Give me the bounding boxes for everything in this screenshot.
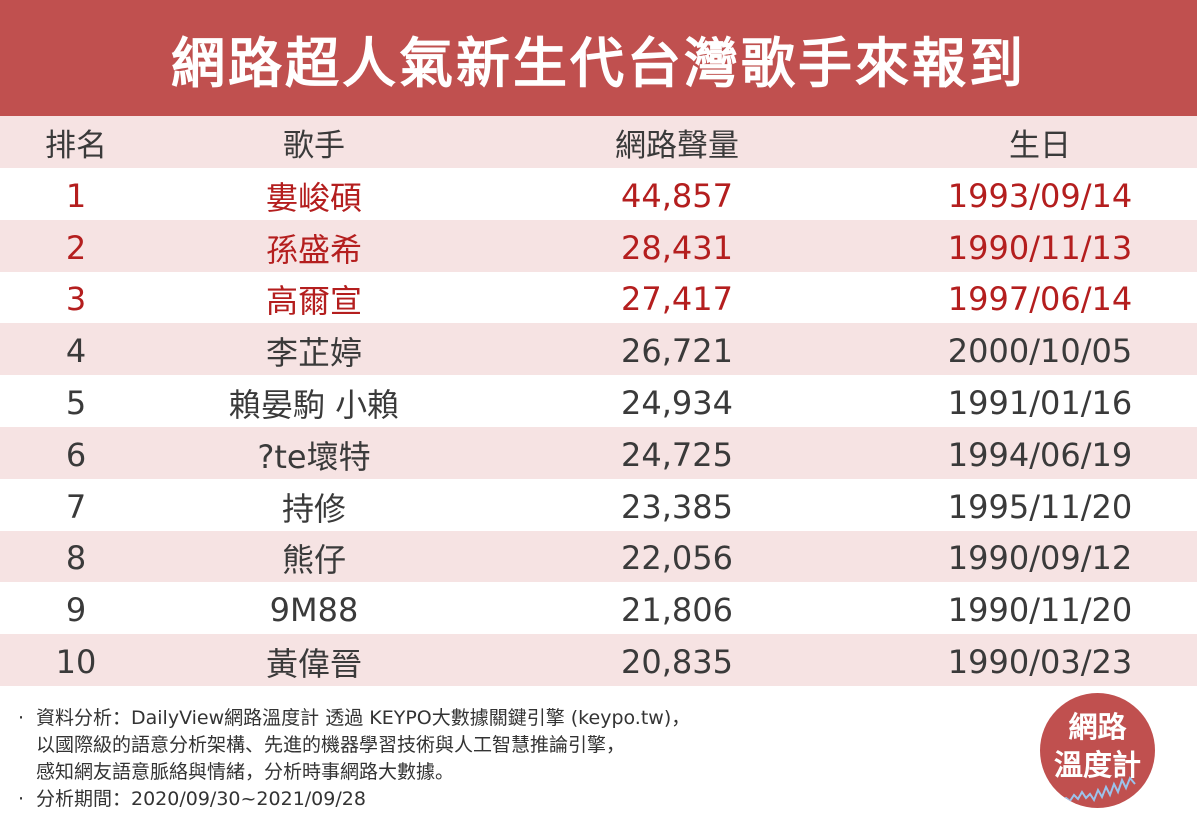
singer-cell: 孫盛希 bbox=[265, 230, 362, 269]
table-row: 7 持修 23,385 1995/11/20 bbox=[0, 478, 1197, 531]
analysis-note-line3: 感知網友語意脈絡與情緒，分析時事網路大數據。 bbox=[36, 761, 455, 783]
bullet-icon: ‧ bbox=[18, 788, 25, 810]
singer-cell: 持修 bbox=[281, 489, 346, 528]
table-row: 9 9M88 21,806 1990/11/20 bbox=[0, 582, 1197, 635]
analysis-note-line1: ‧ 資料分析：DailyView網路溫度計 透過 KEYPO大數據關鍵引擎 (ke… bbox=[18, 705, 998, 732]
rank-cell: 8 bbox=[65, 539, 87, 578]
table-row: 5 賴晏駒 小賴 24,934 1991/01/16 bbox=[0, 375, 1197, 427]
ranking-table: 排名 歌手 網路聲量 生日 1 婁峻碩 44,857 1993/09/14 2 … bbox=[0, 116, 1197, 686]
analysis-period-text: 分析期間：2020/09/30~2021/09/28 bbox=[36, 788, 366, 810]
header-volume: 網路聲量 bbox=[615, 127, 739, 164]
volume-cell: 24,725 bbox=[621, 435, 733, 474]
singer-cell: 熊仔 bbox=[281, 541, 346, 580]
table-header-row: 排名 歌手 網路聲量 生日 bbox=[0, 116, 1197, 168]
rank-cell: 10 bbox=[55, 643, 97, 682]
dailyview-logo: 網路 溫度計 bbox=[1040, 693, 1155, 808]
volume-cell: 26,721 bbox=[621, 332, 733, 371]
singer-cell: 賴晏駒 小賴 bbox=[228, 386, 400, 425]
logo-text-line2: 溫度計 bbox=[1053, 747, 1141, 782]
logo-text-line1: 網路 bbox=[1068, 709, 1127, 744]
waveform-icon bbox=[1059, 776, 1136, 803]
rank-cell: 7 bbox=[65, 487, 87, 526]
singer-cell: 李芷婷 bbox=[265, 334, 362, 373]
volume-cell: 22,056 bbox=[621, 539, 733, 578]
volume-cell: 44,857 bbox=[621, 176, 733, 215]
source-notes: ‧ 資料分析：DailyView網路溫度計 透過 KEYPO大數據關鍵引擎 (ke… bbox=[18, 705, 998, 813]
birthday-cell: 2000/10/05 bbox=[947, 332, 1133, 371]
rank-cell: 1 bbox=[65, 176, 87, 215]
header-singer: 歌手 bbox=[283, 127, 345, 164]
singer-cell: 黃偉晉 bbox=[265, 645, 362, 684]
volume-cell: 27,417 bbox=[621, 280, 733, 319]
page-title: 網路超人氣新生代台灣歌手來報到 bbox=[171, 31, 1026, 95]
singer-cell: 婁峻碩 bbox=[265, 178, 362, 217]
birthday-cell: 1990/09/12 bbox=[947, 539, 1133, 578]
table-row: 2 孫盛希 28,431 1990/11/13 bbox=[0, 219, 1197, 272]
volume-cell: 24,934 bbox=[621, 384, 733, 423]
birthday-cell: 1994/06/19 bbox=[947, 435, 1133, 474]
birthday-cell: 1991/01/16 bbox=[947, 384, 1133, 423]
birthday-cell: 1990/11/13 bbox=[947, 228, 1133, 267]
table-row: 10 黃偉晉 20,835 1990/03/23 bbox=[0, 634, 1197, 686]
rank-cell: 4 bbox=[65, 332, 87, 371]
analysis-note-line2: 以國際級的語意分析架構、先進的機器學習技術與人工智慧推論引擎， bbox=[36, 734, 626, 756]
volume-cell: 28,431 bbox=[621, 228, 733, 267]
header-rank: 排名 bbox=[45, 127, 107, 164]
header-birthday: 生日 bbox=[1009, 127, 1071, 164]
table-row: 3 高爾宣 27,417 1997/06/14 bbox=[0, 271, 1197, 324]
rank-cell: 5 bbox=[65, 384, 87, 423]
bullet-icon: ‧ bbox=[18, 707, 25, 729]
birthday-cell: 1997/06/14 bbox=[947, 280, 1133, 319]
rank-cell: 6 bbox=[65, 435, 87, 474]
singer-cell: ?te壞特 bbox=[257, 437, 371, 476]
volume-cell: 20,835 bbox=[621, 643, 733, 682]
table-row: 8 熊仔 22,056 1990/09/12 bbox=[0, 530, 1197, 583]
table-row: 6 ?te壞特 24,725 1994/06/19 bbox=[0, 426, 1197, 479]
birthday-cell: 1993/09/14 bbox=[947, 176, 1133, 215]
rank-cell: 9 bbox=[65, 591, 87, 630]
singer-cell: 9M88 bbox=[269, 591, 359, 630]
birthday-cell: 1995/11/20 bbox=[947, 487, 1133, 526]
rank-cell: 2 bbox=[65, 228, 87, 267]
birthday-cell: 1990/03/23 bbox=[947, 643, 1133, 682]
singer-cell: 高爾宣 bbox=[265, 282, 362, 321]
rank-cell: 3 bbox=[65, 280, 87, 319]
table-row: 4 李芷婷 26,721 2000/10/05 bbox=[0, 323, 1197, 376]
table-row: 1 婁峻碩 44,857 1993/09/14 bbox=[0, 168, 1197, 220]
analysis-text-line1: 資料分析：DailyView網路溫度計 透過 KEYPO大數據關鍵引擎 (key… bbox=[36, 707, 691, 729]
volume-cell: 23,385 bbox=[621, 487, 733, 526]
title-banner: 網路超人氣新生代台灣歌手來報到 bbox=[0, 0, 1197, 116]
birthday-cell: 1990/11/20 bbox=[947, 591, 1133, 630]
volume-cell: 21,806 bbox=[621, 591, 733, 630]
analysis-period-note: ‧ 分析期間：2020/09/30~2021/09/28 bbox=[18, 786, 998, 813]
